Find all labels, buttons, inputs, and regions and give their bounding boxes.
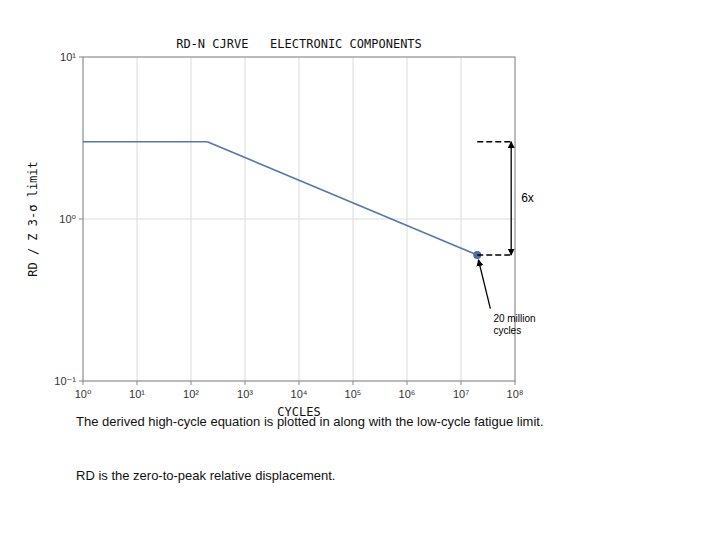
reference-line bbox=[477, 254, 512, 256]
x-tick bbox=[191, 381, 192, 385]
y-tick-label: 10¹ bbox=[60, 51, 76, 63]
x-tick-label: 10⁵ bbox=[345, 388, 362, 400]
title: RD-N CJRVE ELECTRONIC COMPONENTS bbox=[176, 37, 422, 51]
annotations: 6x 20 millioncycles bbox=[478, 142, 535, 336]
x-tick bbox=[245, 381, 246, 385]
x-tick-label: 10⁷ bbox=[453, 388, 469, 400]
line bbox=[83, 141, 207, 143]
chart: 10⁰10¹10²10³10⁴10⁵10⁶10⁷10⁸10⁻¹10⁰10¹RD-… bbox=[0, 0, 720, 540]
x-tick bbox=[407, 381, 408, 385]
data-area bbox=[83, 142, 481, 259]
plot-frame bbox=[83, 57, 515, 381]
caption: RD is the zero-to-peak relative displace… bbox=[76, 468, 335, 483]
y-tick bbox=[79, 57, 83, 58]
y-grid-line bbox=[83, 219, 515, 220]
annotation-line: cycles bbox=[493, 325, 521, 336]
reference-lines bbox=[477, 142, 512, 255]
x-tick-label: 10⁸ bbox=[507, 388, 524, 400]
y-axis-label: RD / Z 3-σ limit bbox=[26, 161, 40, 277]
x-tick bbox=[299, 381, 300, 385]
range-arrow bbox=[511, 142, 512, 255]
annotation-text: 20 millioncycles bbox=[493, 313, 535, 336]
x-tick-label: 10⁶ bbox=[399, 388, 416, 400]
x-tick bbox=[137, 381, 138, 385]
annotation-line: 20 million bbox=[493, 313, 535, 324]
y-tick-label: 10⁰ bbox=[59, 213, 76, 225]
caption: The derived high-cycle equation is plott… bbox=[76, 414, 544, 429]
background bbox=[0, 0, 720, 540]
line bbox=[207, 142, 477, 255]
x-tick bbox=[515, 381, 516, 385]
annotation-text: 6x bbox=[521, 191, 534, 205]
y-tick bbox=[79, 219, 83, 220]
x-tick-label: 10⁰ bbox=[75, 388, 92, 400]
x-tick-label: 10⁴ bbox=[291, 388, 308, 400]
x-tick-label: 10² bbox=[183, 388, 199, 400]
y-tick-label: 10⁻¹ bbox=[54, 375, 76, 387]
y-tick bbox=[79, 381, 83, 382]
x-tick-label: 10³ bbox=[237, 388, 253, 400]
x-tick bbox=[353, 381, 354, 385]
grid bbox=[83, 57, 515, 381]
annotation-arrow bbox=[478, 260, 490, 309]
axes: 10⁰10¹10²10³10⁴10⁵10⁶10⁷10⁸10⁻¹10⁰10¹ bbox=[54, 51, 523, 400]
x-tick bbox=[83, 381, 84, 385]
reference-line bbox=[477, 141, 512, 143]
x-tick-label: 10¹ bbox=[129, 388, 145, 400]
x-tick bbox=[461, 381, 462, 385]
